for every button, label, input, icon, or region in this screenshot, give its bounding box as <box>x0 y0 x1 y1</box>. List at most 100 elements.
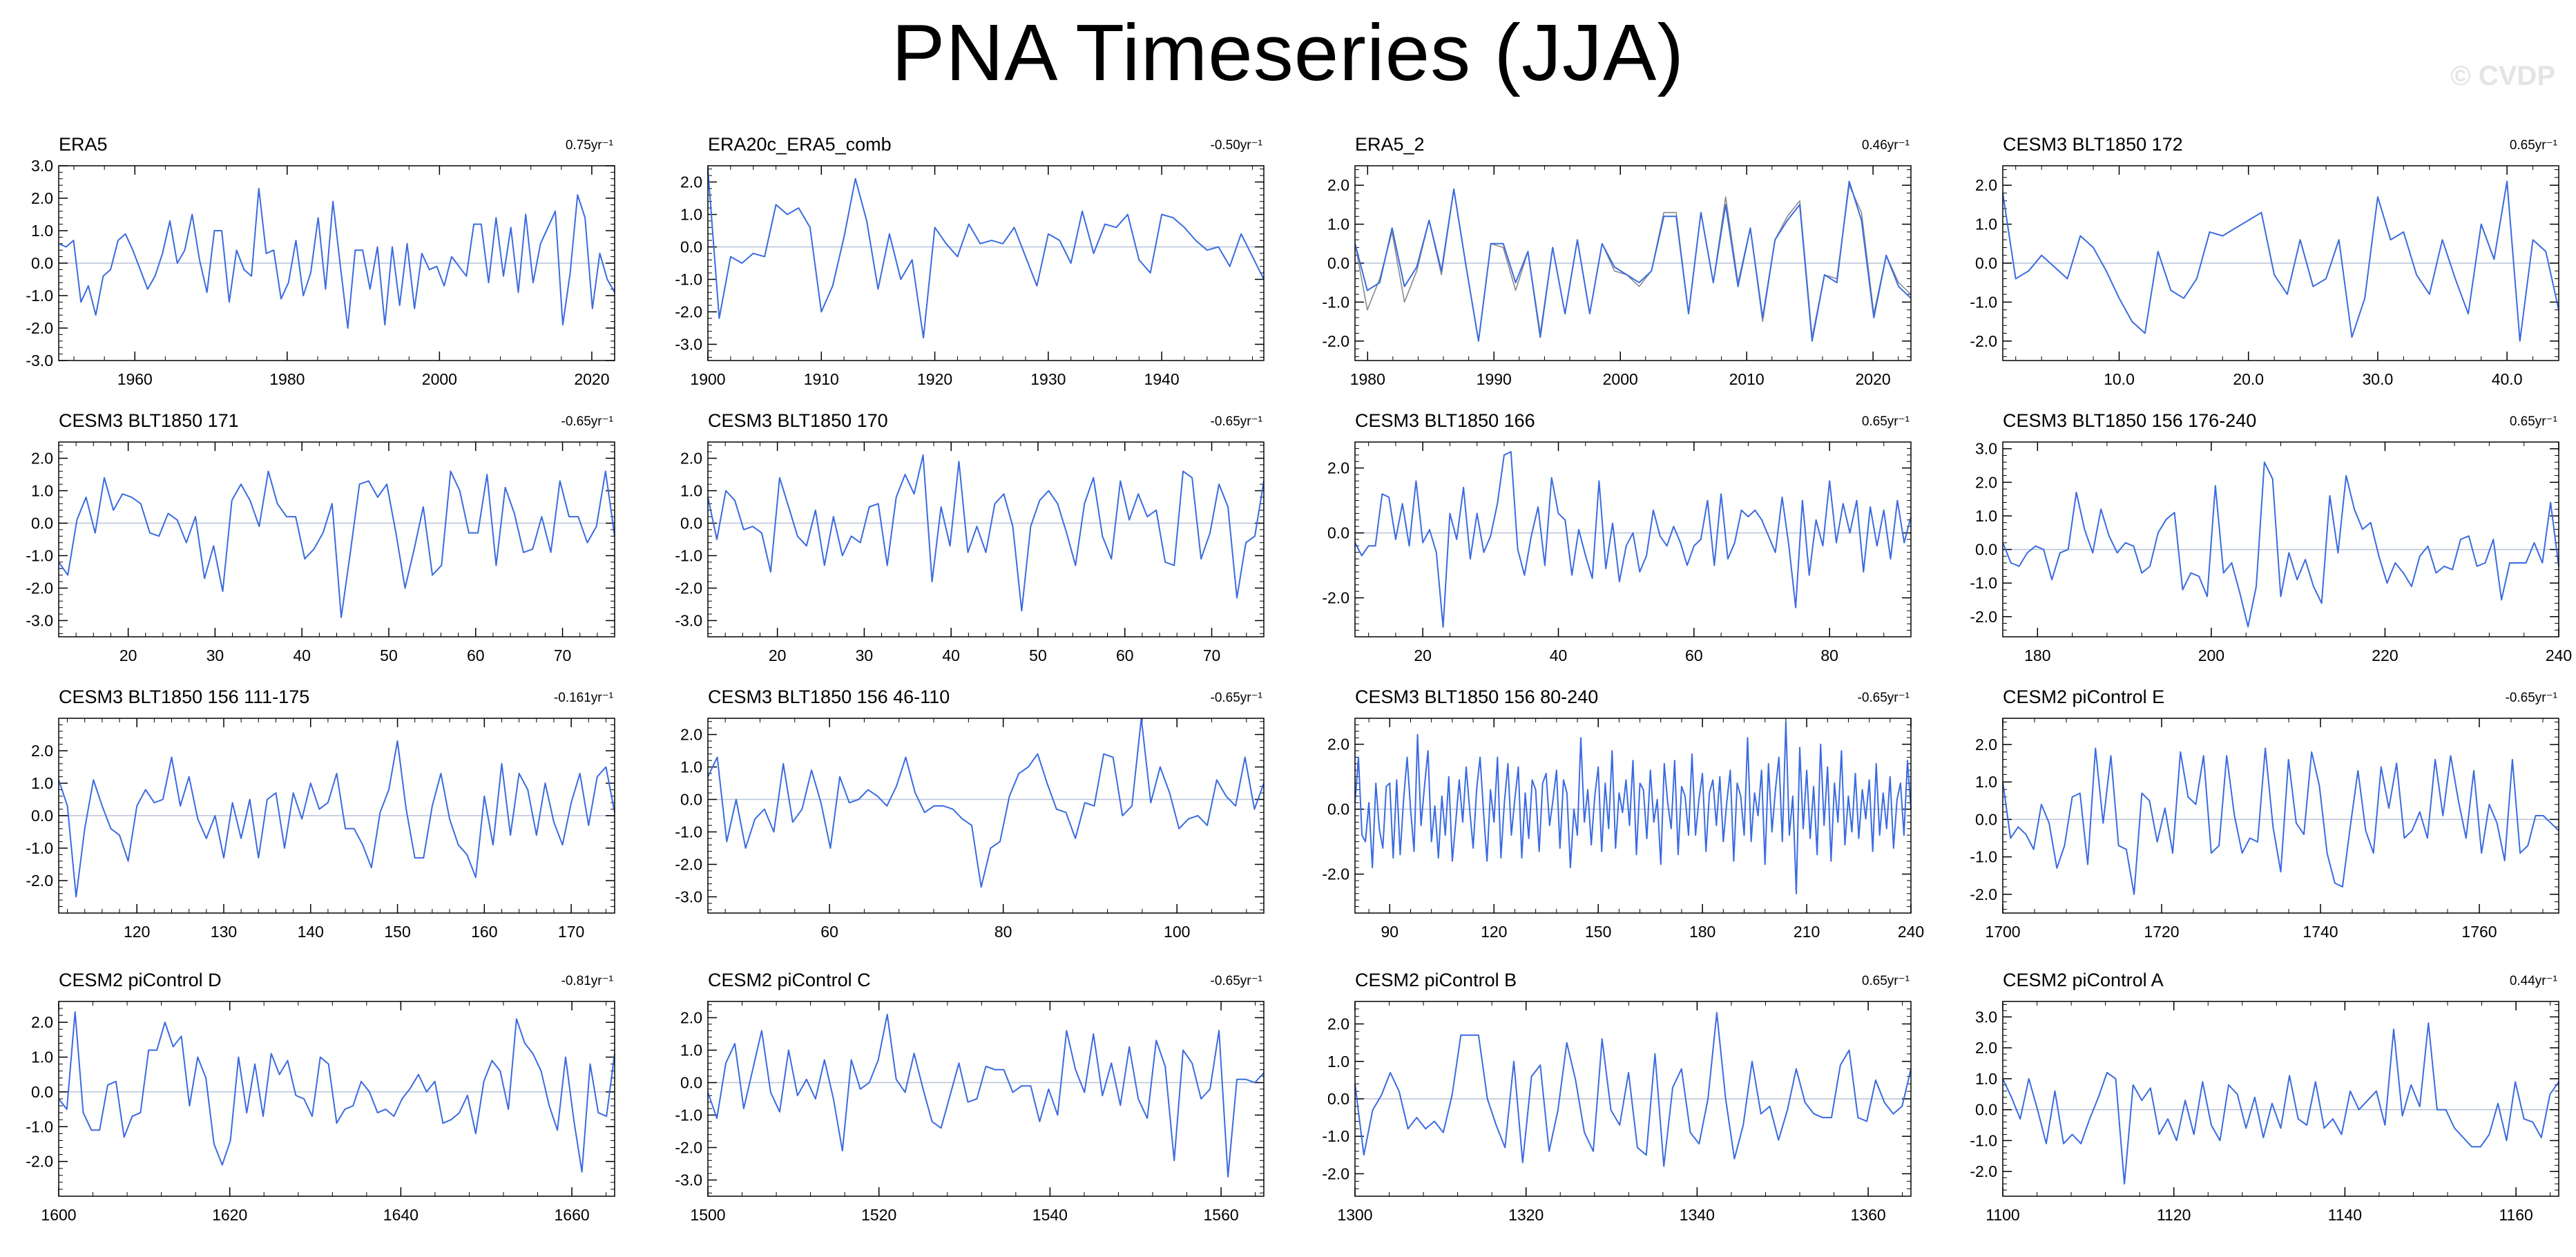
plot-frame <box>2002 441 2559 637</box>
y-tick-label: -2.0 <box>675 303 702 321</box>
y-tick-label: 0.0 <box>1975 810 1997 828</box>
series-line <box>58 187 615 329</box>
x-tick-label: 1960 <box>117 370 153 388</box>
y-tick-label: 1.0 <box>1975 507 1997 525</box>
y-tick-label: -2.0 <box>26 1153 53 1171</box>
y-tick-label: -1.0 <box>1322 1127 1349 1145</box>
panel-title: CESM3 BLT1850 166 <box>1355 410 1535 431</box>
y-tick-label: 2.0 <box>680 726 702 744</box>
series-line <box>1354 720 1912 894</box>
x-tick-label: 30 <box>206 646 224 664</box>
panel-title: CESM3 BLT1850 171 <box>59 410 239 431</box>
y-tick-label: 3.0 <box>1975 1008 1997 1026</box>
y-tick-label: 1.0 <box>1327 215 1349 233</box>
plot-frame <box>58 1001 615 1197</box>
x-tick-label: 2020 <box>1856 370 1891 388</box>
x-tick-label: 30.0 <box>2363 370 2394 388</box>
x-tick-label: 210 <box>1794 923 1820 941</box>
x-tick-label: 1910 <box>804 370 839 388</box>
y-tick-label: 0.0 <box>31 807 53 825</box>
chart-panel: CESM3 BLT1850 156 111-175 -0.161yr⁻¹ 2.0 1.… <box>26 687 615 941</box>
y-tick-label: 2.0 <box>1327 1015 1349 1033</box>
y-tick-label: -2.0 <box>1322 1164 1349 1182</box>
x-tick-label: 2000 <box>422 370 457 388</box>
trend-label: 0.46yr⁻¹ <box>1862 138 1910 153</box>
panel-title: ERA5_2 <box>1355 134 1425 155</box>
y-tick-label: 2.0 <box>31 189 53 207</box>
x-tick-label: 1500 <box>690 1206 725 1224</box>
cvdp-watermark: © CVDP <box>2450 61 2555 91</box>
y-tick-label: 2.0 <box>680 1009 702 1027</box>
plot-frame <box>707 441 1265 637</box>
y-tick-label: 2.0 <box>1327 176 1349 194</box>
x-tick-label: 50 <box>380 646 398 664</box>
x-tick-label: 170 <box>558 923 584 941</box>
y-tick-label: 1.0 <box>1327 1053 1349 1071</box>
x-tick-label: 1540 <box>1032 1206 1068 1224</box>
panel-title: CESM3 BLT1850 172 <box>2003 134 2183 155</box>
y-tick-label: 2.0 <box>680 173 702 191</box>
y-tick-label: -2.0 <box>675 1139 702 1157</box>
y-tick-label: 2.0 <box>31 1013 53 1031</box>
y-tick-label: 0.0 <box>1975 254 1997 272</box>
x-tick-label: 60 <box>467 646 485 664</box>
plot-frame <box>2002 718 2559 914</box>
series-line <box>707 169 1265 339</box>
series-line <box>58 740 615 898</box>
chart-panel: CESM3 BLT1850 170 -0.65yr⁻¹ 2.0 1.0 0.0 -1.0 -… <box>675 410 1265 664</box>
x-tick-label: 1660 <box>554 1206 589 1224</box>
panel-title: CESM3 BLT1850 156 46-110 <box>708 687 950 707</box>
chart-panel: CESM3 BLT1850 172 0.65yr⁻¹ 2.0 1.0 0.0 -1.0 -2… <box>1970 134 2559 388</box>
x-tick-label: 20 <box>119 646 137 664</box>
y-tick-label: -2.0 <box>26 579 53 597</box>
x-tick-label: 1560 <box>1203 1206 1238 1224</box>
y-tick-label: 1.0 <box>1975 773 1997 791</box>
y-tick-label: 0.0 <box>1975 541 1997 559</box>
y-tick-label: 2.0 <box>1975 176 1997 194</box>
x-tick-label: 20 <box>769 646 787 664</box>
y-tick-label: -1.0 <box>1970 848 1997 866</box>
x-tick-label: 20 <box>1414 646 1432 664</box>
y-tick-label: 1.0 <box>680 482 702 500</box>
y-tick-label: -1.0 <box>675 271 702 289</box>
panel-title: CESM3 BLT1850 156 111-175 <box>59 687 309 707</box>
chart-panel: ERA20c_ERA5_comb -0.50yr⁻¹ 2.0 1.0 0.0 -1.0 -2… <box>675 134 1265 388</box>
plot-frame <box>2002 165 2559 361</box>
trend-label: 0.65yr⁻¹ <box>2510 414 2557 429</box>
y-tick-label: 0.0 <box>1327 254 1349 272</box>
y-tick-label: 0.0 <box>31 1083 53 1101</box>
x-tick-label: 1620 <box>212 1206 247 1224</box>
x-tick-label: 70 <box>1203 646 1221 664</box>
x-tick-label: 2010 <box>1729 370 1765 388</box>
chart-panel: CESM2 piControl A 0.44yr⁻¹ 3.0 2.0 1.0 0.0 -1.… <box>1970 970 2559 1224</box>
series-line <box>707 718 1265 888</box>
x-tick-label: 160 <box>471 923 497 941</box>
x-tick-label: 60 <box>1685 646 1703 664</box>
trend-label: 0.65yr⁻¹ <box>1862 974 1910 988</box>
plot-frame <box>2002 1001 2559 1197</box>
x-tick-label: 20.0 <box>2233 370 2264 388</box>
plot-frame <box>707 165 1265 361</box>
x-tick-label: 240 <box>1898 923 1924 941</box>
y-tick-label: 1.0 <box>31 1048 53 1066</box>
panel-title: CESM3 BLT1850 170 <box>708 410 888 431</box>
x-tick-label: 2000 <box>1603 370 1638 388</box>
plot-frame <box>58 165 615 361</box>
x-tick-label: 80 <box>1820 646 1838 664</box>
chart-panel: ERA5 0.75yr⁻¹ 3.0 2.0 1.0 0.0 -1.0 -2.0 -3.0 1960… <box>26 134 615 388</box>
series-line <box>707 454 1265 612</box>
y-tick-label: -2.0 <box>1970 608 1997 626</box>
series-line <box>2002 180 2559 342</box>
trend-label: -0.81yr⁻¹ <box>561 974 614 988</box>
panel-title: CESM2 piControl B <box>1355 970 1517 990</box>
chart-panel: CESM3 BLT1850 166 0.65yr⁻¹ 2.0 0.0 -2.0 20 40 6… <box>1322 410 1912 664</box>
y-tick-label: 3.0 <box>31 157 53 175</box>
x-tick-label: 1320 <box>1508 1206 1544 1224</box>
y-tick-label: 0.0 <box>1327 524 1349 542</box>
trend-label: 0.44yr⁻¹ <box>2510 974 2557 988</box>
x-tick-label: 30 <box>856 646 874 664</box>
chart-panel: ERA5_2 0.46yr⁻¹ 2.0 1.0 0.0 -1.0 -2.0 1980 1990 2… <box>1322 134 1912 388</box>
y-tick-label: 0.0 <box>1327 800 1349 818</box>
panel-title: CESM2 piControl D <box>59 970 222 990</box>
